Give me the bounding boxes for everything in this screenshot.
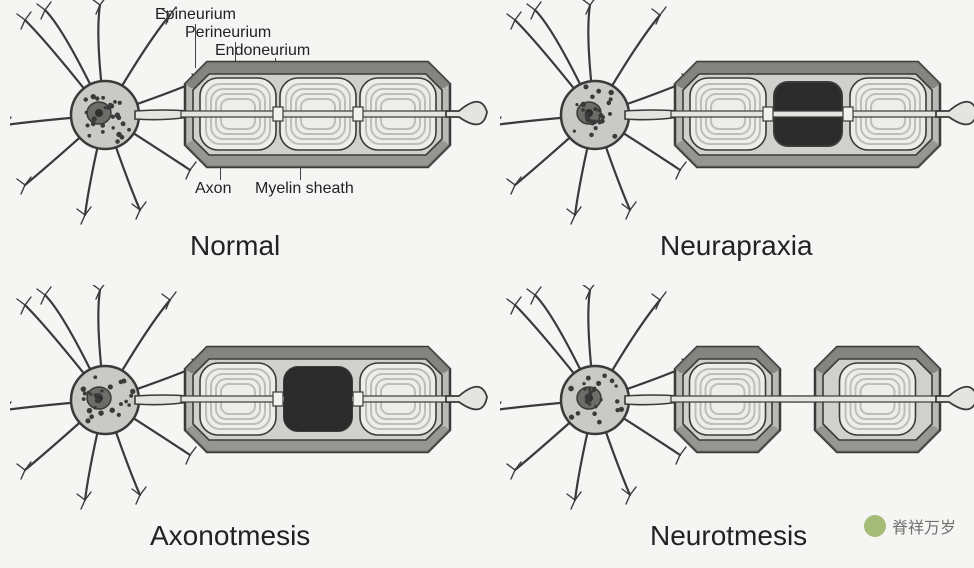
caption-normal: Normal xyxy=(190,230,280,262)
caption-axonotmesis: Axonotmesis xyxy=(150,520,310,552)
panel-axonotmesis xyxy=(10,285,485,555)
caption-neurotmesis: Neurotmesis xyxy=(650,520,807,552)
watermark-icon xyxy=(864,515,886,537)
caption-neurapraxia: Neurapraxia xyxy=(660,230,813,262)
watermark: 脊祥万岁 xyxy=(864,514,956,538)
watermark-text: 脊祥万岁 xyxy=(892,514,956,538)
